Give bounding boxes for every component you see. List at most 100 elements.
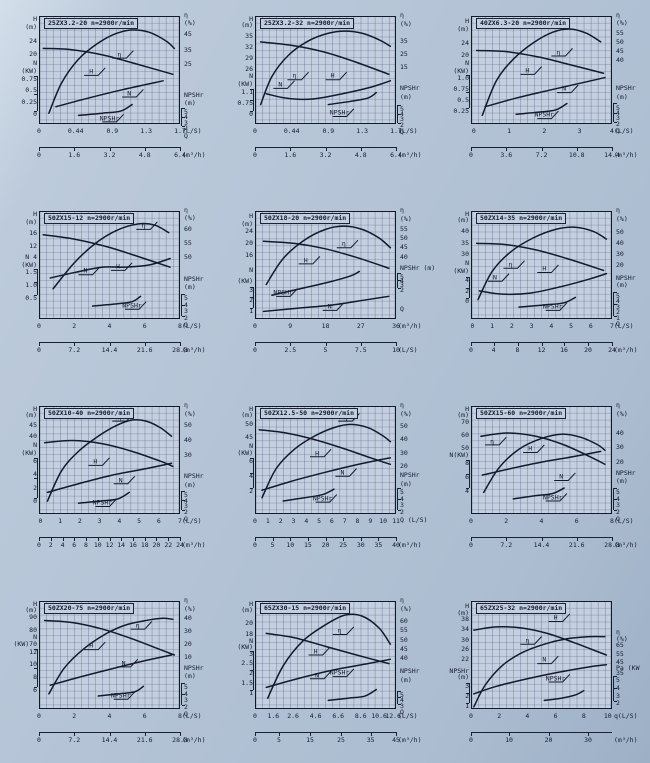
curve-label-leader <box>309 647 330 655</box>
plot-border <box>39 16 179 123</box>
bracket-tick <box>250 689 253 691</box>
axis-label: 0.5 <box>25 86 37 95</box>
axis-tick-label: 8.6 <box>354 712 367 720</box>
axis-tick-label: 0.9 <box>322 127 335 135</box>
chart-title: 50ZX20-75 n=2900r/min <box>44 603 135 614</box>
axis-tick-label: 2 <box>48 541 53 549</box>
axis-label: 2 <box>465 286 469 295</box>
axis-label: 0.75 <box>237 99 253 108</box>
axis-tick-mark <box>576 147 578 151</box>
curve-label: η <box>490 437 495 446</box>
x-axis-secondary: 0 4 8 12 16 20 24 (m³/h) <box>469 342 637 355</box>
axis-tick-label: 45 <box>392 736 400 744</box>
axis-tick-mark <box>39 732 40 736</box>
axis-tick-label: 1.7 <box>390 127 402 135</box>
axis-label: 40 <box>400 654 408 662</box>
axis-tick-label: 15 <box>306 736 314 744</box>
bracket-tick <box>466 474 469 476</box>
axis-label: 10 <box>29 660 37 669</box>
bracket-tick <box>182 491 185 493</box>
bracket-tick <box>182 704 185 706</box>
axis-label: (m) <box>241 606 253 615</box>
axis-tick-label: 2.5 <box>284 346 297 354</box>
axis-tick-label: 7.2 <box>500 541 513 549</box>
axis-label: (m) <box>616 281 628 290</box>
axis-label: (m) <box>25 411 37 420</box>
axis-tick-label: 0 <box>469 736 473 744</box>
axis-label: 4 <box>400 276 404 285</box>
axis-unit-label: (L/S) <box>614 322 634 330</box>
axis-label: H <box>33 405 37 413</box>
axis-tick-mark <box>144 537 146 541</box>
axis-tick-mark <box>343 537 345 541</box>
x-axis-primary: 0 0.44 0.9 1.3 1.7 (L/S) <box>253 127 418 137</box>
axis-tick-label: 22 <box>164 541 173 549</box>
bracket-tick <box>182 116 185 118</box>
axis-label: 40 <box>184 614 192 623</box>
axis-label: 20 <box>461 50 469 59</box>
bracket-tick <box>466 287 469 289</box>
axis-label: (m) <box>400 92 412 101</box>
axis-label: 3 <box>249 285 253 294</box>
axis-label: N <box>33 440 37 449</box>
axis-tick-label: 3.2 <box>103 151 116 159</box>
axis-tick-label: 4 <box>610 127 614 135</box>
axis-tick-mark <box>180 732 181 736</box>
axis-tick-label: 20 <box>152 541 161 549</box>
axis-bracket <box>34 269 38 297</box>
chart-canvas <box>255 406 396 514</box>
power-curve <box>479 274 606 295</box>
axis-label: 1 <box>249 688 253 697</box>
axis-label: 2 <box>249 487 253 496</box>
axis-label: η <box>616 400 620 409</box>
grid-lines <box>471 601 612 709</box>
axis-label: 1.1 <box>241 88 253 97</box>
axis-bracket <box>181 107 185 128</box>
axis-label: (KW) <box>237 449 253 458</box>
axis-label: 12 <box>29 647 37 656</box>
axis-label: 2 <box>184 702 188 711</box>
x-axis-secondary: 0 7.2 14.4 21.6 28.8 (m³/h) <box>469 537 637 550</box>
grid-lines <box>255 406 396 514</box>
axis-label: H <box>33 210 37 218</box>
axis-label: 32 <box>245 43 253 52</box>
curve-label-leader <box>503 261 524 269</box>
axis-label: (%) <box>184 605 196 614</box>
curve-label: H <box>89 67 94 76</box>
curve-label-leader <box>84 68 105 76</box>
axis-unit-label: (m³/h) <box>398 736 422 744</box>
axis-label: 1 <box>465 701 469 710</box>
efficiency-curve <box>49 30 174 113</box>
head-curve <box>43 48 173 74</box>
axis-label: N <box>249 636 253 645</box>
axis-unit-label: (m³/h) <box>398 541 422 549</box>
curve-label-leader <box>273 81 294 89</box>
axis-label: 20 <box>400 462 408 471</box>
curve-label: H <box>542 264 547 273</box>
curve-label-leader <box>88 458 109 466</box>
curve-label-leader <box>112 51 133 59</box>
curve-label-leader <box>333 109 354 117</box>
axis-tick-label: 12.6 <box>385 712 401 720</box>
axis-bracket <box>181 491 185 511</box>
axis-tick-label: 16 <box>129 541 137 549</box>
chart-title: 50ZX15-60 n=2900r/min <box>476 408 567 419</box>
axis-unit-label: q(L/S) <box>614 712 638 720</box>
axis-tick-mark <box>370 732 372 736</box>
axis-tick-label: 11 <box>392 517 400 525</box>
axis-label: 4 <box>184 113 188 122</box>
axis-label: (m) <box>457 411 469 420</box>
plot-border <box>255 16 395 123</box>
axis-label: Q <box>400 708 404 716</box>
curve-label: NPSHr <box>329 668 350 677</box>
axis-label: 3 <box>616 691 620 700</box>
axis-label: (m) <box>184 480 196 489</box>
axis-label: 2 <box>184 313 188 322</box>
axis-label: (%) <box>400 410 412 419</box>
power-curve <box>56 81 163 107</box>
power-curve <box>266 659 390 687</box>
bracket-tick <box>398 104 401 106</box>
axis-tick-mark <box>255 342 256 346</box>
axis-label: (m) <box>25 606 37 615</box>
